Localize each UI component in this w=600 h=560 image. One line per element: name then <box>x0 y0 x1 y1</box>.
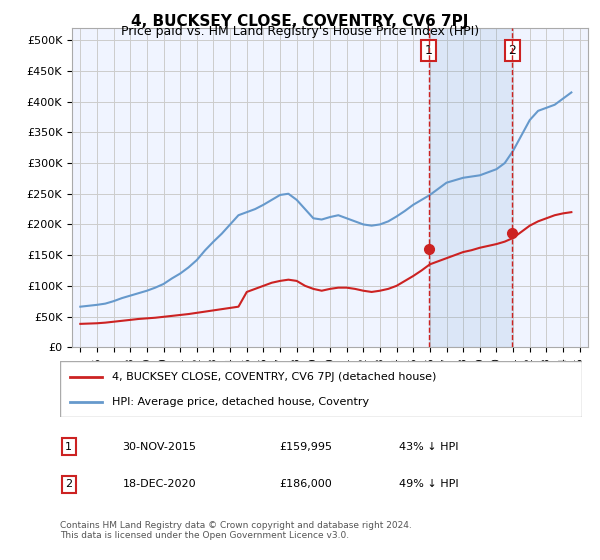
Text: 4, BUCKSEY CLOSE, COVENTRY, CV6 7PJ: 4, BUCKSEY CLOSE, COVENTRY, CV6 7PJ <box>131 14 469 29</box>
FancyBboxPatch shape <box>60 361 582 417</box>
Text: HPI: Average price, detached house, Coventry: HPI: Average price, detached house, Cove… <box>112 396 370 407</box>
Bar <box>428 28 512 347</box>
Text: 43% ↓ HPI: 43% ↓ HPI <box>400 442 459 451</box>
Text: Price paid vs. HM Land Registry's House Price Index (HPI): Price paid vs. HM Land Registry's House … <box>121 25 479 38</box>
Text: 4, BUCKSEY CLOSE, COVENTRY, CV6 7PJ (detached house): 4, BUCKSEY CLOSE, COVENTRY, CV6 7PJ (det… <box>112 372 437 382</box>
Text: 49% ↓ HPI: 49% ↓ HPI <box>400 479 459 489</box>
Text: 18-DEC-2020: 18-DEC-2020 <box>122 479 196 489</box>
Text: 2: 2 <box>508 44 517 57</box>
Text: Contains HM Land Registry data © Crown copyright and database right 2024.
This d: Contains HM Land Registry data © Crown c… <box>60 521 412 540</box>
Text: 1: 1 <box>425 44 433 57</box>
Text: £159,995: £159,995 <box>279 442 332 451</box>
Text: 30-NOV-2015: 30-NOV-2015 <box>122 442 197 451</box>
Text: 1: 1 <box>65 442 72 451</box>
Text: £186,000: £186,000 <box>279 479 332 489</box>
Text: 2: 2 <box>65 479 73 489</box>
